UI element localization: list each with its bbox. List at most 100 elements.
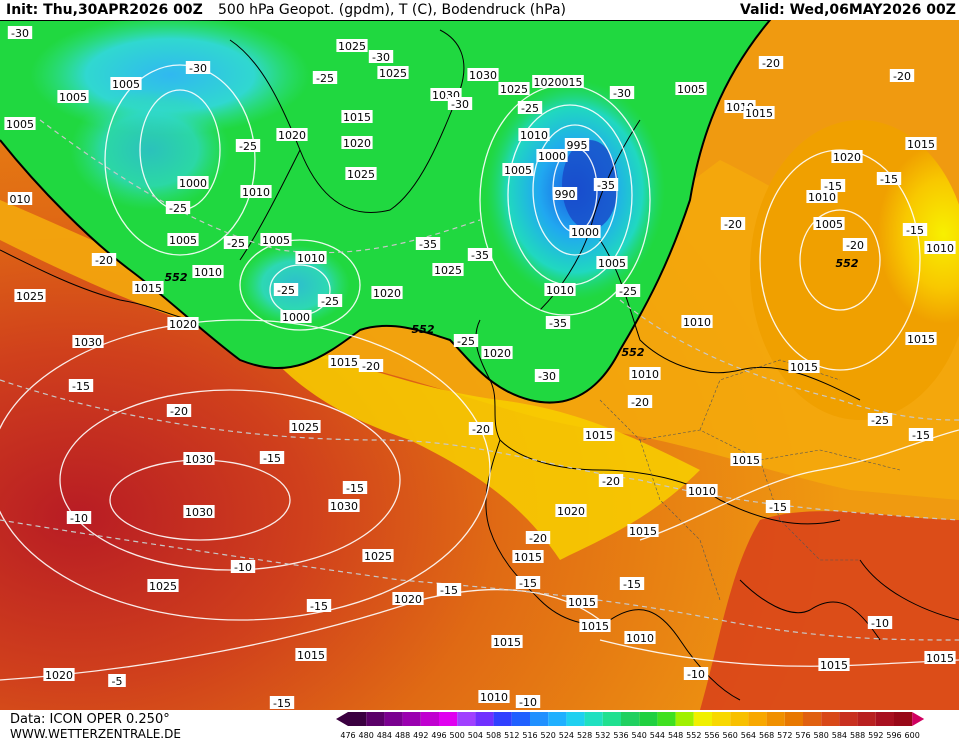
temperature-label: -10 bbox=[683, 667, 709, 681]
temperature-label: -25 bbox=[867, 413, 893, 427]
svg-text:1015: 1015 bbox=[732, 454, 760, 467]
color-scale: 476 480 484 488 492 496 500 504 508 512 516 520 524 5… bbox=[336, 712, 925, 740]
pressure-label: 1020015 bbox=[532, 75, 584, 89]
pressure-label: 1025 bbox=[289, 420, 321, 434]
scale-left-arrow bbox=[336, 712, 348, 726]
svg-text:-15: -15 bbox=[824, 180, 842, 193]
temperature-label: -30 bbox=[447, 97, 473, 111]
svg-text:1005: 1005 bbox=[169, 234, 197, 247]
pressure-label: 1015 bbox=[341, 110, 373, 124]
scale-tick-label: 564 bbox=[741, 731, 756, 740]
geopotential-label: 552 bbox=[165, 271, 188, 284]
scale-tick-label: 480 bbox=[359, 731, 374, 740]
scale-tick-label: 584 bbox=[832, 731, 847, 740]
scale-tick-label: 476 bbox=[340, 731, 355, 740]
temperature-label: -35 bbox=[467, 248, 493, 262]
svg-text:-25: -25 bbox=[321, 295, 339, 308]
svg-text:-15: -15 bbox=[769, 501, 787, 514]
svg-text:1010: 1010 bbox=[242, 186, 270, 199]
scale-right-arrow bbox=[912, 712, 925, 726]
svg-text:-20: -20 bbox=[529, 532, 547, 545]
site-url: WWW.WETTERZENTRALE.DE bbox=[10, 727, 181, 741]
temperature-label: -15 bbox=[259, 451, 285, 465]
scale-swatch bbox=[748, 712, 767, 726]
geopotential-label: 552 bbox=[412, 323, 435, 336]
pressure-label: 1025 bbox=[147, 579, 179, 593]
pressure-label: 1015 bbox=[627, 524, 659, 538]
scale-swatch bbox=[821, 712, 840, 726]
scale-tick-label: 488 bbox=[395, 731, 410, 740]
svg-text:1000: 1000 bbox=[571, 226, 599, 239]
svg-text:-20: -20 bbox=[893, 70, 911, 83]
scale-tick-label: 544 bbox=[650, 731, 665, 740]
pressure-label: 1025 bbox=[345, 167, 377, 181]
pressure-label: 1030 bbox=[328, 499, 360, 513]
pressure-label: 1010 bbox=[629, 367, 661, 381]
svg-text:1005: 1005 bbox=[815, 218, 843, 231]
svg-text:1015: 1015 bbox=[514, 551, 542, 564]
scale-tick-label: 600 bbox=[905, 731, 920, 740]
temperature-label: -25 bbox=[453, 334, 479, 348]
scale-tick-label: 484 bbox=[377, 731, 392, 740]
header-bar: Init: Thu,30APR2026 00Z 500 hPa Geopot. … bbox=[0, 0, 959, 20]
pressure-label: 1000 bbox=[280, 310, 312, 324]
svg-text:1010: 1010 bbox=[683, 316, 711, 329]
pressure-label: 1020 bbox=[481, 346, 513, 360]
scale-swatch bbox=[639, 712, 658, 726]
temperature-label: -25 bbox=[273, 283, 299, 297]
temperature-label: -20 bbox=[758, 56, 784, 70]
temperature-label: -25 bbox=[317, 294, 343, 308]
svg-text:-25: -25 bbox=[871, 414, 889, 427]
svg-text:-15: -15 bbox=[273, 697, 291, 710]
scale-swatch bbox=[402, 712, 421, 726]
pressure-label: 1015 bbox=[328, 355, 360, 369]
scale-tick-label: 532 bbox=[595, 731, 610, 740]
svg-text:-25: -25 bbox=[227, 237, 245, 250]
scale-swatch bbox=[475, 712, 494, 726]
pressure-label: 1010 bbox=[295, 251, 327, 265]
pressure-label: 1025 bbox=[362, 549, 394, 563]
svg-text:-25: -25 bbox=[169, 202, 187, 215]
scale-tick-label: 524 bbox=[559, 731, 574, 740]
svg-text:1015: 1015 bbox=[926, 652, 954, 665]
temperature-label: -20 bbox=[468, 422, 494, 436]
pressure-label: 1020 bbox=[555, 504, 587, 518]
scale-tick-label: 552 bbox=[686, 731, 701, 740]
scale-tick-label: 516 bbox=[522, 731, 537, 740]
scale-tick-label: 580 bbox=[814, 731, 829, 740]
svg-text:-10: -10 bbox=[234, 561, 252, 574]
pressure-label: 1025 bbox=[336, 39, 368, 53]
svg-text:-10: -10 bbox=[871, 617, 889, 630]
temperature-label: -10 bbox=[66, 511, 92, 525]
pressure-label: 1010 bbox=[544, 283, 576, 297]
svg-text:1025: 1025 bbox=[291, 421, 319, 434]
svg-text:-20: -20 bbox=[362, 360, 380, 373]
pressure-label: 1015 bbox=[132, 281, 164, 295]
svg-text:1025: 1025 bbox=[338, 40, 366, 53]
svg-text:-5: -5 bbox=[112, 675, 123, 688]
svg-text:1010: 1010 bbox=[194, 266, 222, 279]
svg-text:1005: 1005 bbox=[112, 78, 140, 91]
scale-swatch bbox=[693, 712, 712, 726]
svg-text:1010: 1010 bbox=[520, 129, 548, 142]
pressure-label: 1020 bbox=[341, 136, 373, 150]
scale-tick-label: 592 bbox=[868, 731, 883, 740]
svg-text:1005: 1005 bbox=[598, 257, 626, 270]
pressure-label: 1015 bbox=[818, 658, 850, 672]
temperature-label: -20 bbox=[842, 238, 868, 252]
temperature-label: -15 bbox=[515, 576, 541, 590]
svg-text:1020: 1020 bbox=[343, 137, 371, 150]
temperature-label: -15 bbox=[68, 379, 94, 393]
svg-text:1000: 1000 bbox=[179, 177, 207, 190]
svg-text:1010: 1010 bbox=[926, 242, 954, 255]
map-title: 500 hPa Geopot. (gpdm), T (C), Bodendruc… bbox=[218, 2, 566, 18]
pressure-label: 1000 bbox=[177, 176, 209, 190]
scale-tick-label: 520 bbox=[541, 731, 556, 740]
pressure-label: 1010 bbox=[806, 190, 838, 204]
svg-text:1015: 1015 bbox=[907, 138, 935, 151]
svg-text:1020: 1020 bbox=[394, 593, 422, 606]
svg-text:1015: 1015 bbox=[493, 636, 521, 649]
svg-text:1010: 1010 bbox=[631, 368, 659, 381]
svg-text:1020: 1020 bbox=[557, 505, 585, 518]
pressure-label: 1015 bbox=[924, 651, 956, 665]
